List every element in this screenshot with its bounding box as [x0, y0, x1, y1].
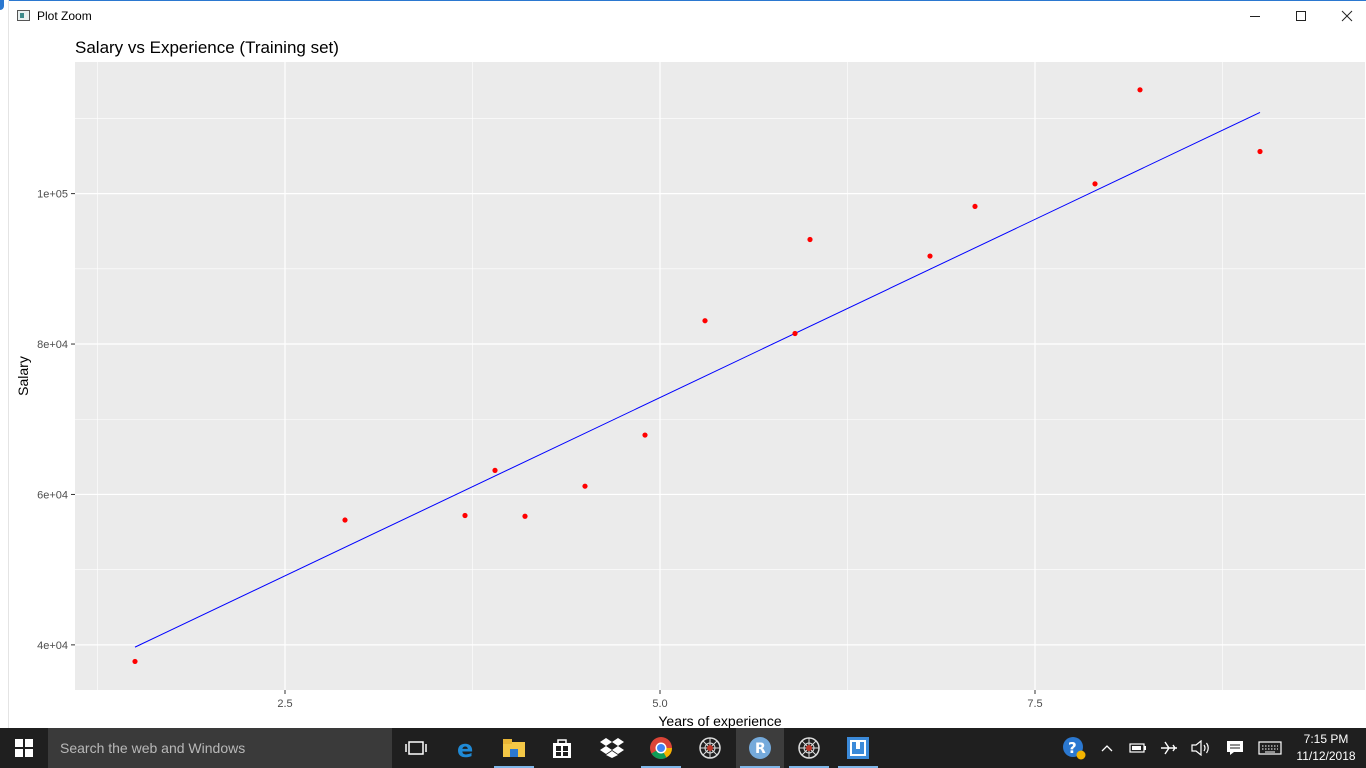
chevron-up-icon	[1101, 745, 1113, 752]
close-icon	[1341, 10, 1353, 22]
airplane-icon	[1161, 741, 1177, 755]
task-view-icon	[405, 741, 427, 755]
data-point	[132, 658, 138, 665]
search-box[interactable]: Search the web and Windows	[48, 728, 392, 768]
taskbar-file-explorer[interactable]	[490, 728, 538, 768]
taskbar-spider-app-2[interactable]	[785, 728, 833, 768]
airplane-mode-tray-button[interactable]	[1157, 728, 1181, 768]
running-indicator	[494, 766, 534, 768]
chrome-icon	[650, 737, 672, 759]
taskbar-store[interactable]	[538, 728, 586, 768]
running-indicator	[740, 766, 780, 768]
store-bag-icon	[553, 739, 571, 758]
plot-window-icon	[17, 10, 30, 21]
help-icon: ?	[1063, 737, 1086, 760]
taskbar-rstudio[interactable]: R	[736, 728, 784, 768]
search-placeholder: Search the web and Windows	[60, 740, 246, 756]
touch-keyboard-tray-button[interactable]	[1256, 728, 1284, 768]
taskbar-chrome[interactable]	[637, 728, 685, 768]
clock[interactable]: 7:15 PM 11/12/2018	[1290, 731, 1362, 765]
y-tick-label: 6e+04	[37, 489, 68, 501]
clock-date: 11/12/2018	[1296, 749, 1356, 763]
data-point	[1257, 148, 1263, 155]
data-point	[1092, 181, 1098, 187]
clock-time: 7:15 PM	[1303, 732, 1349, 746]
data-point	[642, 432, 648, 438]
y-tick-label: 4e+04	[37, 640, 68, 652]
major-gridlines	[75, 62, 1365, 690]
action-center-tray-button[interactable]	[1222, 728, 1248, 768]
plot-panel	[75, 62, 1365, 690]
minimize-button[interactable]	[1232, 1, 1278, 31]
x-tick-label: 5.0	[652, 698, 667, 710]
data-point	[492, 467, 498, 473]
y-axis-ticks: 4e+04 6e+04 8e+04 1e+05	[37, 189, 75, 652]
taskbar-app[interactable]	[834, 728, 882, 768]
running-indicator	[838, 766, 878, 768]
running-indicator	[641, 766, 681, 768]
help-tray-button[interactable]: ?	[1060, 728, 1088, 768]
taskbar-dropbox[interactable]	[588, 728, 636, 768]
task-view-button[interactable]	[392, 728, 440, 768]
volume-tray-button[interactable]	[1189, 728, 1213, 768]
data-point	[807, 236, 813, 243]
edge-browser-icon: e	[457, 736, 473, 760]
x-axis-ticks: 2.5 5.0 7.5	[277, 690, 1043, 710]
regression-line	[134, 111, 1261, 648]
maximize-icon	[1296, 11, 1306, 21]
data-point	[522, 513, 528, 519]
taskbar-edge[interactable]: e	[442, 728, 490, 768]
window-left-edge	[0, 0, 9, 728]
y-tick-label: 1e+05	[37, 189, 68, 201]
data-points	[132, 87, 1263, 665]
data-point	[927, 253, 933, 259]
keyboard-icon	[1258, 741, 1282, 755]
maximize-button[interactable]	[1278, 1, 1324, 31]
plot-zoom-window: Plot Zoom Salary vs Experience (Training…	[0, 0, 1366, 728]
data-point	[792, 330, 798, 337]
data-point	[462, 512, 468, 519]
notification-icon	[1227, 741, 1243, 755]
svg-text:?: ?	[1068, 739, 1077, 757]
spider-web-icon	[699, 737, 721, 759]
minor-gridlines	[75, 62, 1365, 690]
svg-text:e: e	[457, 736, 473, 760]
taskbar-spider-app-1[interactable]	[686, 728, 734, 768]
y-axis-label: Salary	[15, 356, 31, 396]
battery-tray-button[interactable]	[1126, 728, 1150, 768]
running-indicator	[789, 766, 829, 768]
battery-icon	[1129, 743, 1146, 753]
window-title: Plot Zoom	[37, 9, 92, 23]
speaker-icon	[1191, 740, 1209, 756]
title-bar[interactable]: Plot Zoom	[0, 0, 1366, 30]
folder-icon	[503, 739, 525, 757]
spider-web-icon	[798, 737, 820, 759]
app-window-icon	[847, 737, 869, 759]
chart-title: Salary vs Experience (Training set)	[75, 38, 339, 57]
x-axis-label: Years of experience	[658, 713, 781, 728]
start-button[interactable]	[0, 728, 48, 768]
taskbar: Search the web and Windows e R ?	[0, 728, 1366, 768]
x-tick-label: 7.5	[1027, 698, 1042, 710]
x-tick-label: 2.5	[277, 698, 292, 710]
minimize-icon	[1250, 16, 1260, 17]
data-point	[582, 483, 588, 489]
scatter-plot: Salary vs Experience (Training set) 4e+0…	[15, 38, 1365, 728]
data-point	[702, 318, 708, 324]
data-point	[1137, 87, 1143, 93]
data-point	[972, 203, 978, 210]
y-tick-label: 8e+04	[37, 339, 68, 351]
data-point	[342, 517, 348, 523]
r-logo-icon: R	[749, 737, 771, 759]
svg-text:R: R	[755, 741, 766, 757]
dropbox-icon	[600, 738, 624, 758]
windows-logo-icon	[15, 739, 33, 757]
background-window-corner	[0, 0, 4, 10]
show-hidden-icons-button[interactable]	[1096, 728, 1118, 768]
close-button[interactable]	[1324, 1, 1366, 31]
